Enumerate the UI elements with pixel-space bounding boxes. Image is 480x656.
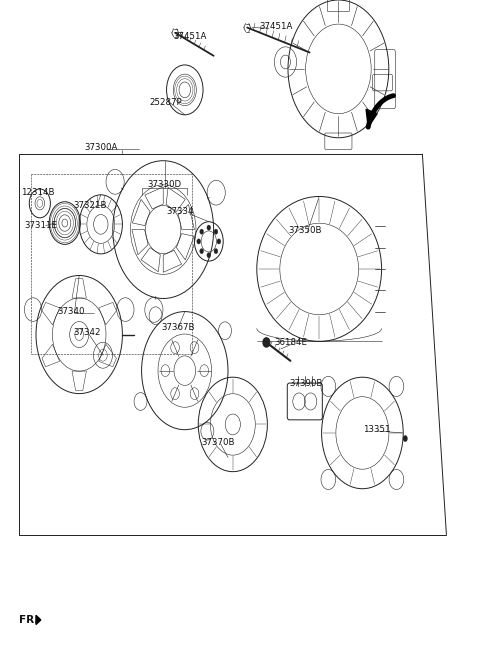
Circle shape bbox=[217, 239, 221, 244]
Circle shape bbox=[200, 249, 204, 254]
Text: 37300A: 37300A bbox=[84, 143, 118, 152]
Text: 37367B: 37367B bbox=[162, 323, 195, 333]
Text: 36184E: 36184E bbox=[274, 338, 307, 347]
Text: 25287P: 25287P bbox=[149, 98, 182, 108]
Circle shape bbox=[214, 229, 218, 234]
Circle shape bbox=[207, 225, 211, 230]
Circle shape bbox=[200, 229, 204, 234]
Circle shape bbox=[263, 338, 270, 347]
Text: 37350B: 37350B bbox=[288, 226, 322, 236]
Text: 37451A: 37451A bbox=[259, 22, 293, 31]
Text: FR.: FR. bbox=[19, 615, 38, 625]
Text: 37390B: 37390B bbox=[289, 379, 323, 388]
Circle shape bbox=[214, 249, 218, 254]
Text: 37370B: 37370B bbox=[202, 438, 235, 447]
Circle shape bbox=[403, 436, 408, 442]
Text: 12314B: 12314B bbox=[21, 188, 54, 197]
Text: 37321B: 37321B bbox=[73, 201, 107, 211]
Polygon shape bbox=[366, 109, 377, 127]
Text: 37340: 37340 bbox=[57, 307, 85, 316]
Text: 37334: 37334 bbox=[166, 207, 194, 216]
Text: 37330D: 37330D bbox=[147, 180, 182, 190]
Circle shape bbox=[197, 239, 201, 244]
Text: 37311E: 37311E bbox=[24, 220, 57, 230]
Text: 37451A: 37451A bbox=[173, 32, 206, 41]
Text: 13351: 13351 bbox=[363, 425, 391, 434]
Text: 37342: 37342 bbox=[73, 328, 101, 337]
Polygon shape bbox=[36, 615, 41, 625]
Circle shape bbox=[207, 253, 211, 258]
